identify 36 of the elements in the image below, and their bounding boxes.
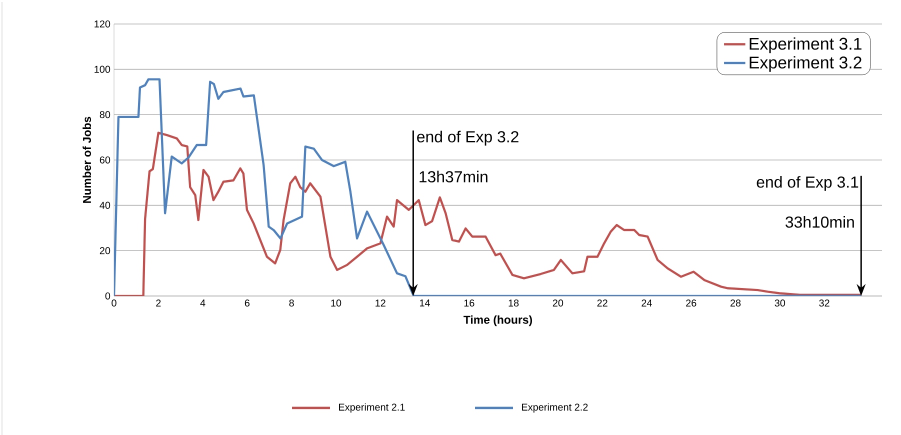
x-tick-label: 12 bbox=[376, 299, 386, 306]
x-tick-label: 32 bbox=[819, 299, 830, 306]
annotation: end of Exp 3.1 bbox=[756, 176, 858, 191]
y-tick-label: 100 bbox=[94, 66, 110, 73]
y-tick-label: 120 bbox=[94, 20, 110, 28]
x-tick-label: 8 bbox=[289, 299, 294, 306]
x-tick-label: 0 bbox=[112, 299, 116, 306]
x-axis-title: Time (hours) bbox=[464, 315, 532, 326]
x-tick-label: 30 bbox=[774, 299, 786, 306]
y-tick-label: 0 bbox=[105, 292, 110, 300]
line-series bbox=[114, 78, 862, 296]
x-tick-label: 10 bbox=[331, 299, 342, 306]
x-tick-label: 28 bbox=[730, 299, 741, 306]
legend-label: Experiment 3.2 bbox=[750, 56, 862, 72]
x-tick-label: 18 bbox=[508, 299, 519, 306]
x-tick-label: 2 bbox=[156, 299, 161, 306]
x-tick-label: 22 bbox=[597, 299, 608, 306]
y-tick-label: 20 bbox=[100, 247, 110, 254]
annotation: 13h37min bbox=[420, 170, 488, 182]
y-tick-label: 60 bbox=[100, 156, 110, 164]
text: Experiment 2.2 bbox=[522, 403, 588, 413]
x-tick-label: 14 bbox=[420, 299, 430, 306]
annotation: end of Exp 3.2 bbox=[417, 130, 518, 146]
legend-label: Experiment 3.1 bbox=[750, 37, 862, 54]
y-tick-label: 40 bbox=[100, 202, 110, 209]
x-tick-label: 16 bbox=[464, 299, 474, 306]
x-tick-label: 4 bbox=[200, 299, 206, 306]
line-series bbox=[114, 132, 862, 296]
x-tick-label: 20 bbox=[552, 299, 564, 306]
text: Experiment 2.1 bbox=[339, 403, 405, 413]
x-tick-label: 24 bbox=[642, 299, 652, 306]
annotation: 33h10min bbox=[786, 216, 854, 228]
x-tick-label: 26 bbox=[686, 299, 696, 306]
x-tick-label: 6 bbox=[244, 299, 250, 306]
y-axis-title: Number of Jobs bbox=[82, 116, 92, 203]
y-tick-label: 80 bbox=[100, 111, 110, 118]
